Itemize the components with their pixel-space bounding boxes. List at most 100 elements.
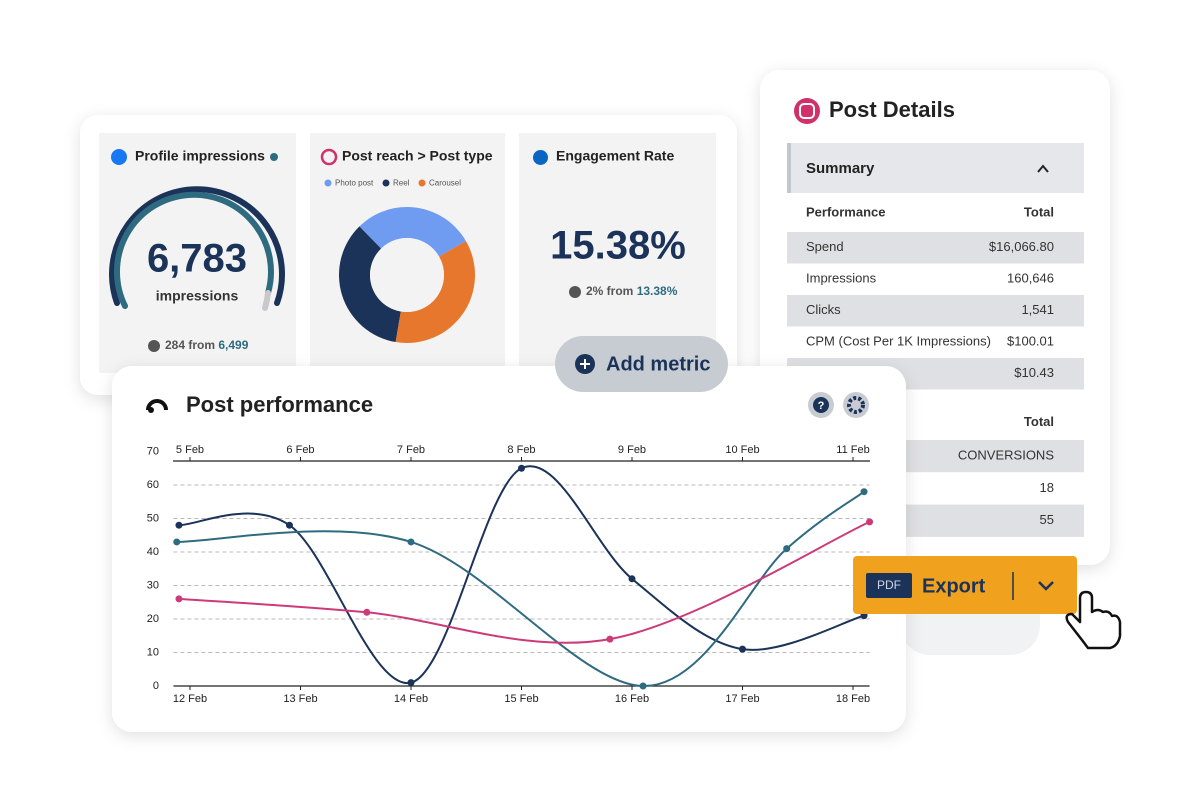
- point: [175, 595, 183, 603]
- table-cell: 1,541: [1021, 302, 1054, 317]
- x-tick-label: 17 Feb: [725, 693, 759, 705]
- x-tick-label: 12 Feb: [173, 693, 207, 705]
- point: [628, 575, 636, 583]
- series-line: [178, 465, 865, 684]
- chevron-up: [1037, 164, 1049, 173]
- x-tick-label: 14 Feb: [394, 693, 428, 705]
- donut-segment: [395, 241, 476, 343]
- point: [285, 521, 293, 529]
- instagram-icon: [320, 148, 338, 166]
- x-tick-label: 18 Feb: [836, 693, 870, 705]
- trend-icon: [569, 286, 581, 298]
- plot: 0 10 20 30 40 50 60 70 12 Feb 13 Feb 14 Feb 15 Feb 1…: [147, 444, 874, 705]
- table-cell: 55: [1040, 512, 1054, 527]
- linkedin-icon: [533, 150, 548, 165]
- change: 284 from: [165, 338, 215, 352]
- table-cell: $100.01: [1007, 334, 1054, 349]
- help-mark: ?: [818, 400, 825, 412]
- donut-chart: Photo post Reel Carousel: [324, 179, 476, 343]
- donut-hole: [370, 238, 444, 312]
- table-cell: 160,646: [1007, 271, 1054, 286]
- point: [783, 545, 791, 553]
- table-header: Total: [1024, 414, 1054, 429]
- metric-value: 6,783: [147, 237, 247, 281]
- x-tick-label: 15 Feb: [504, 693, 538, 705]
- point: [639, 682, 647, 690]
- gauge-inner: [113, 191, 274, 309]
- chevron-down[interactable]: [1038, 581, 1054, 591]
- x2-tick-label: 6 Feb: [286, 444, 314, 456]
- x2-tick-label: 9 Feb: [618, 444, 646, 456]
- chart-icon: [146, 399, 168, 411]
- cursor-hand: [1065, 590, 1122, 650]
- chart-card: [112, 366, 906, 732]
- table-cell: $16,066.80: [989, 239, 1054, 254]
- pdf-badge: [866, 573, 912, 598]
- previous: 6,499: [218, 338, 248, 352]
- y-tick-label: 70: [147, 445, 159, 457]
- card-title: Profile impressions: [135, 148, 265, 164]
- x-tick-label: 16 Feb: [615, 693, 649, 705]
- card: [519, 133, 716, 373]
- y-tick-label: 0: [153, 680, 159, 692]
- table-cell: Spend: [806, 239, 844, 254]
- legend-swatch: [324, 179, 332, 187]
- table-row: [787, 326, 1084, 358]
- point: [860, 488, 868, 496]
- point: [175, 521, 183, 529]
- export-label: Export: [922, 575, 986, 597]
- change: 2% from: [586, 284, 633, 298]
- point: [606, 635, 614, 643]
- legend-swatch: [418, 179, 426, 187]
- point: [739, 645, 746, 653]
- y-tick-label: 30: [147, 579, 159, 591]
- export-button[interactable]: [853, 556, 1077, 614]
- table-header: Total: [1024, 204, 1054, 219]
- y-tick-label: 40: [147, 546, 159, 558]
- status-dot: [270, 153, 278, 161]
- panel-title: Post Details: [829, 97, 955, 122]
- table-row: [787, 295, 1084, 327]
- y-tick-label: 60: [147, 479, 159, 491]
- help-glyph: [813, 397, 829, 413]
- card-title: Engagement Rate: [556, 148, 674, 164]
- add-metric-button[interactable]: [555, 336, 728, 392]
- y-tick-label: 50: [147, 512, 159, 524]
- button-label: Add metric: [606, 353, 710, 375]
- instagram-icon: [794, 98, 820, 124]
- x-tick-label: 13 Feb: [283, 693, 317, 705]
- donut-segment: [339, 226, 401, 343]
- x2-tick-label: 5 Feb: [176, 444, 204, 456]
- x2-tick-label: 10 Feb: [725, 444, 759, 456]
- legend-label: Reel: [393, 179, 410, 188]
- donut-segment: [359, 206, 466, 257]
- plus-glyph: [580, 359, 590, 369]
- table-cell: 18: [1040, 480, 1054, 495]
- legend-label: Carousel: [429, 179, 461, 188]
- y-tick-label: 20: [147, 613, 159, 625]
- point: [407, 538, 415, 546]
- series-line: [178, 520, 870, 644]
- previous: 13.38%: [637, 284, 678, 298]
- summary-label: Summary: [806, 160, 875, 177]
- metric-change: 284 from 6,499: [165, 338, 249, 352]
- gauge-rest: [262, 290, 271, 311]
- metric-change: 2% from 13.38%: [586, 284, 678, 298]
- x2-tick-label: 7 Feb: [397, 444, 425, 456]
- table-cell: Impressions: [806, 271, 877, 286]
- chart-icon-dot: [148, 407, 154, 413]
- summary-row[interactable]: [787, 143, 1084, 193]
- card: [99, 133, 296, 373]
- table-cell: CONVERSIONS: [958, 448, 1054, 463]
- settings-button[interactable]: [843, 392, 869, 418]
- x2-tick-label: 11 Feb: [836, 444, 869, 456]
- pdf-label: PDF: [877, 578, 901, 592]
- gauge-outer: [109, 186, 285, 306]
- metric-value: 15.38%: [550, 224, 686, 268]
- table-row: [787, 232, 1084, 264]
- table-row: [787, 263, 1084, 295]
- point: [363, 608, 371, 616]
- point: [173, 538, 181, 546]
